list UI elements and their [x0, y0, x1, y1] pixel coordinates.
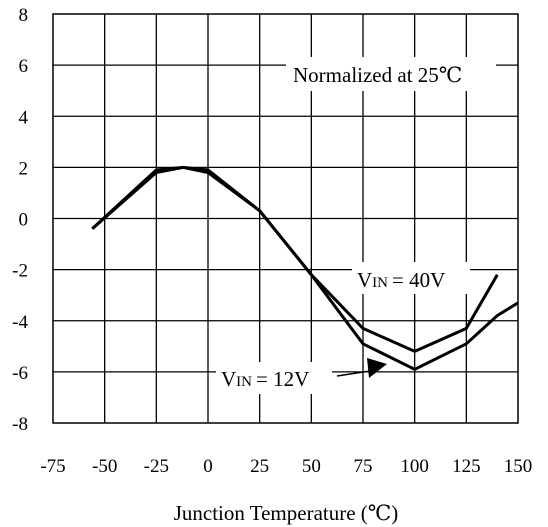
normalized-note: Normalized at 25℃: [293, 63, 462, 87]
x-tick-label: 100: [400, 456, 429, 477]
series-line-vin-12v: [91, 165, 519, 371]
y-tick-label: 4: [19, 107, 29, 128]
plot-frame: [52, 13, 519, 424]
y-tick-label: 2: [19, 158, 29, 179]
y-tick-label: 0: [19, 210, 29, 231]
series-line-vin-40v: [91, 165, 499, 354]
x-tick-label: 50: [302, 456, 321, 477]
x-tick-label: 25: [250, 456, 269, 477]
label-40v: VIN = 40V: [357, 268, 445, 292]
y-tick-label: -2: [12, 261, 28, 282]
label-12v: VIN = 12V: [221, 367, 309, 391]
y-tick-label: -4: [12, 312, 28, 333]
y-tick-label: -6: [12, 363, 28, 384]
x-tick-label: 75: [354, 456, 373, 477]
x-tick-label: 150: [504, 456, 533, 477]
x-tick-label: -75: [40, 456, 65, 477]
arrow-12v-shaft: [336, 370, 371, 377]
y-tick-label: 8: [19, 5, 29, 26]
label-40v-bg: [352, 262, 470, 294]
normalized-note-bg: [286, 57, 496, 91]
x-tick-label: -50: [92, 456, 117, 477]
series-lines: [91, 165, 519, 371]
x-axis-title: Junction Temperature (℃): [174, 501, 399, 525]
y-tick-label: -8: [12, 414, 28, 435]
x-tick-label: 0: [203, 456, 213, 477]
y-tick-label: 6: [19, 56, 29, 77]
arrow-12v-head: [367, 358, 387, 378]
label-12v-bg: [216, 362, 332, 394]
x-tick-label: 125: [452, 456, 481, 477]
x-tick-label: -25: [144, 456, 169, 477]
tick-labels: -75 -50 -25 0 25 50 75 100 125 150 8 6 4 2 0 -2 -4 -6 -8: [12, 5, 532, 477]
